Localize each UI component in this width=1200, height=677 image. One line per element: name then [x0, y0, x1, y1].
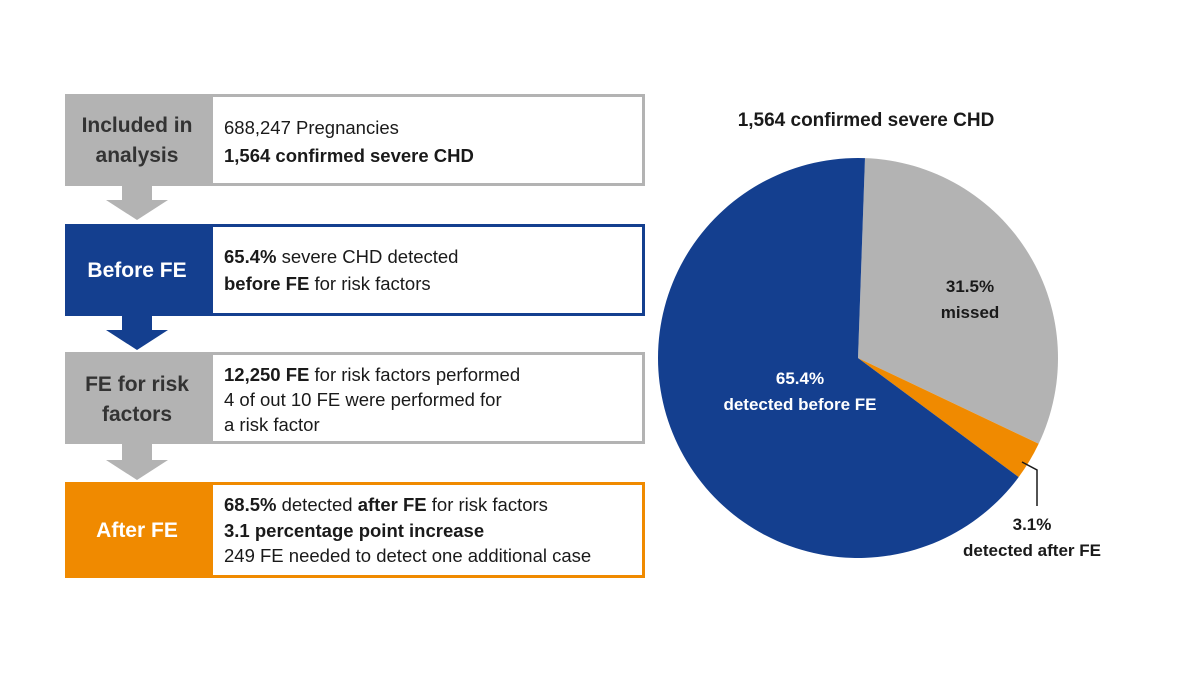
- step-text: before FE for risk factors: [224, 273, 431, 294]
- arrow: [106, 186, 168, 220]
- step-label: FE for risk: [85, 373, 189, 396]
- leader-line: [1021, 461, 1038, 506]
- step-label: analysis: [96, 144, 179, 167]
- step-label-box: [65, 224, 210, 316]
- step-box: [210, 482, 645, 578]
- step-label: After FE: [96, 519, 178, 542]
- step-text: 688,247 Pregnancies: [224, 117, 399, 138]
- text-run: for risk factors: [427, 494, 548, 515]
- step-text: 1,564 confirmed severe CHD: [224, 145, 474, 166]
- data-label: 31.5%: [946, 277, 994, 296]
- text-run: after FE: [358, 494, 427, 515]
- step-text: 249 FE needed to detect one additional c…: [224, 545, 591, 566]
- text-run: 68.5%: [224, 494, 276, 515]
- step-text: 4 of out 10 FE were performed for: [224, 389, 502, 410]
- pie-slice: [858, 158, 1059, 444]
- text-run: 249 FE needed to detect one additional c…: [224, 545, 591, 566]
- step-label: Before FE: [87, 259, 186, 282]
- text-run: 65.4%: [224, 246, 276, 267]
- text-run: severe CHD detected: [276, 246, 458, 267]
- step-label: Included in: [82, 114, 193, 137]
- text-run: 1,564 confirmed severe CHD: [224, 145, 474, 166]
- category-label: detected after FE: [963, 541, 1101, 560]
- text-run: 688,247 Pregnancies: [224, 117, 399, 138]
- pie-slice: [858, 358, 1039, 478]
- text-run: a risk factor: [224, 414, 320, 435]
- step-text: 68.5% detected after FE for risk factors: [224, 494, 548, 515]
- text-run: 12,250 FE: [224, 364, 309, 385]
- arrow: [106, 444, 168, 480]
- pie: [658, 158, 1059, 558]
- step-text: 65.4% severe CHD detected: [224, 246, 458, 267]
- data-label: 3.1%: [1013, 515, 1052, 534]
- step-label-box: [65, 482, 210, 578]
- step-label-box: [65, 352, 210, 444]
- step-box: [210, 94, 645, 186]
- text-run: for risk factors: [309, 273, 430, 294]
- text-run: before FE: [224, 273, 309, 294]
- chart-title: 1,564 confirmed severe CHD: [738, 110, 995, 131]
- text-run: for risk factors performed: [309, 364, 520, 385]
- step-text: 3.1 percentage point increase: [224, 520, 484, 541]
- step-label: factors: [102, 403, 172, 426]
- pie-slice: [658, 158, 1019, 558]
- step-label-box: [65, 94, 210, 186]
- arrow: [106, 316, 168, 350]
- data-label: 65.4%: [776, 369, 824, 388]
- text-run: 4 of out 10 FE were performed for: [224, 389, 502, 410]
- category-label: detected before FE: [723, 395, 876, 414]
- text-run: 3.1 percentage point increase: [224, 520, 484, 541]
- category-label: missed: [941, 303, 1000, 322]
- step-text: 12,250 FE for risk factors performed: [224, 364, 520, 385]
- step-text: a risk factor: [224, 414, 320, 435]
- text-run: detected: [276, 494, 357, 515]
- step-box: [210, 352, 645, 444]
- step-box: [210, 224, 645, 316]
